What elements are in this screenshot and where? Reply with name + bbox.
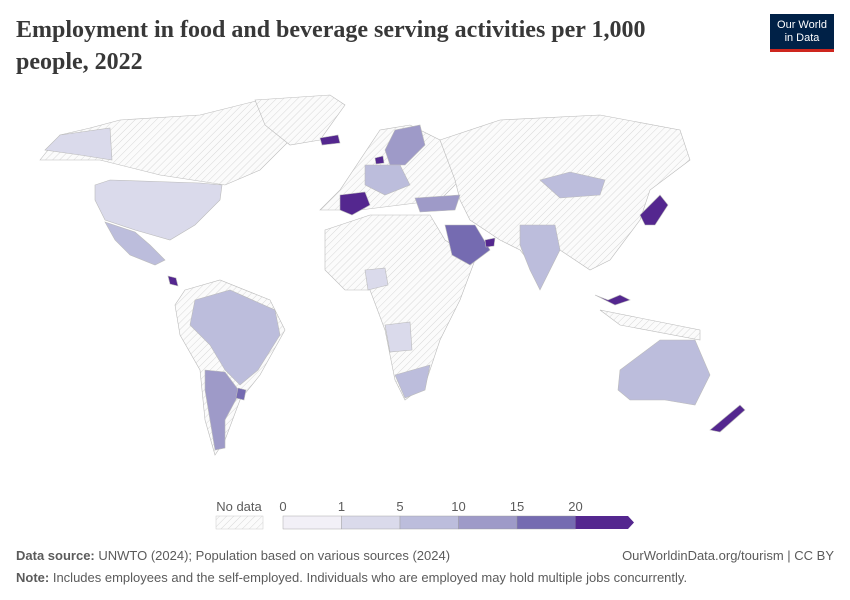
region-iceland[interactable] xyxy=(319,134,341,146)
region-uruguay[interactable] xyxy=(235,387,247,401)
region-nigeria[interactable] xyxy=(364,267,389,291)
chart-title: Employment in food and beverage serving … xyxy=(16,17,646,75)
note-label: Note: xyxy=(16,570,50,585)
region-new-zealand[interactable] xyxy=(709,404,746,433)
region-turkey[interactable] xyxy=(414,194,461,213)
region-south-africa[interactable] xyxy=(394,364,431,399)
region-argentina[interactable] xyxy=(204,369,241,451)
source-text: UNWTO (2024); Population based on variou… xyxy=(98,548,451,563)
legend-bin[interactable] xyxy=(516,515,576,530)
region-australia[interactable] xyxy=(617,339,711,406)
legend-bin[interactable] xyxy=(458,515,518,530)
region-central-europe[interactable] xyxy=(364,164,411,196)
owid-logo[interactable]: Our World in Data xyxy=(770,14,834,52)
region-spain[interactable] xyxy=(339,191,371,216)
region-southern-africa[interactable] xyxy=(384,321,413,353)
legend-tick-label: 1 xyxy=(338,499,345,514)
region-brazil[interactable] xyxy=(189,289,281,386)
region-mexico[interactable] xyxy=(104,221,166,266)
note-text: Includes employees and the self-employed… xyxy=(52,570,688,585)
legend-tick-label: 20 xyxy=(568,499,582,514)
world-map xyxy=(39,94,746,456)
note: Note: Includes employees and the self-em… xyxy=(16,570,687,585)
region-greenland[interactable] xyxy=(254,94,346,146)
region-japan[interactable] xyxy=(639,194,669,226)
footer-link[interactable]: OurWorldinData.org/tourism | CC BY xyxy=(622,548,834,563)
region-malaysia[interactable] xyxy=(594,294,631,306)
legend-bin[interactable] xyxy=(399,515,459,530)
legend-tick-label: 0 xyxy=(279,499,286,514)
legend-tick-label: 15 xyxy=(510,499,524,514)
legend-no-data-label: No data xyxy=(216,499,262,514)
legend-no-data-swatch xyxy=(215,515,264,530)
region-saudi-arabia[interactable] xyxy=(444,224,491,266)
region-usa[interactable] xyxy=(94,179,223,241)
region-costa-rica[interactable] xyxy=(167,275,179,287)
legend-bin[interactable] xyxy=(341,515,401,530)
legend-tick-label: 5 xyxy=(396,499,403,514)
region-india[interactable] xyxy=(519,224,561,291)
region-indonesia-base[interactable] xyxy=(599,309,701,341)
legend-bin[interactable] xyxy=(282,515,342,530)
legend-tick-label: 10 xyxy=(451,499,465,514)
legend: No data 0 1 5 10 15 20 xyxy=(215,499,635,530)
data-source: Data source: UNWTO (2024); Population ba… xyxy=(16,548,450,563)
region-alaska[interactable] xyxy=(44,127,113,161)
legend-bin[interactable] xyxy=(575,516,635,529)
region-uae[interactable] xyxy=(484,237,496,248)
region-netherlands[interactable] xyxy=(374,155,385,165)
region-mongolia[interactable] xyxy=(539,171,606,199)
source-label: Data source: xyxy=(16,548,95,563)
